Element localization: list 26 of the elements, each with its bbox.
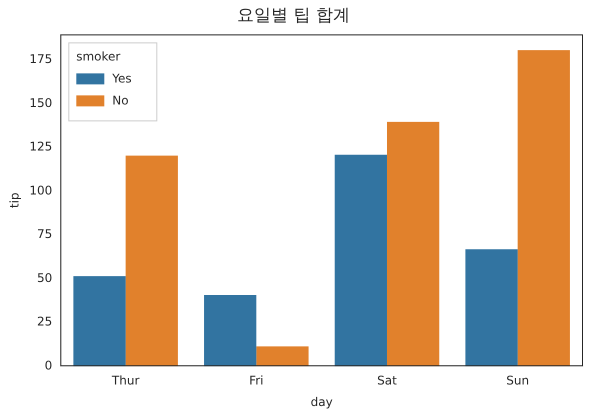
bar — [73, 276, 126, 366]
legend-label: Yes — [111, 72, 132, 86]
bar — [256, 346, 309, 366]
y-tick-label: 175 — [29, 52, 52, 66]
bar — [126, 156, 178, 366]
y-tick-label: 0 — [44, 358, 52, 372]
y-axis-title: tip — [7, 192, 22, 208]
y-tick-label: 25 — [37, 314, 52, 329]
y-tick-label: 50 — [37, 270, 52, 285]
x-tick-label: Sat — [377, 374, 398, 388]
x-tick-label: Sun — [506, 374, 530, 388]
x-tick-label: Fri — [249, 374, 264, 388]
y-tick-label: 100 — [29, 183, 52, 198]
y-tick-label: 125 — [29, 140, 52, 154]
legend-title: smoker — [76, 50, 120, 64]
bar — [334, 154, 387, 366]
bar — [204, 294, 256, 366]
bar — [386, 122, 440, 366]
x-axis-title: day — [310, 394, 333, 409]
legend-label: No — [112, 94, 129, 108]
x-tick-label: Thur — [110, 374, 140, 388]
bar — [518, 50, 570, 366]
bar — [465, 249, 518, 366]
chart-title: 요일별 팁 합계 — [237, 6, 350, 26]
y-tick-label: 75 — [37, 227, 52, 242]
y-tick-label: 150 — [29, 96, 52, 110]
